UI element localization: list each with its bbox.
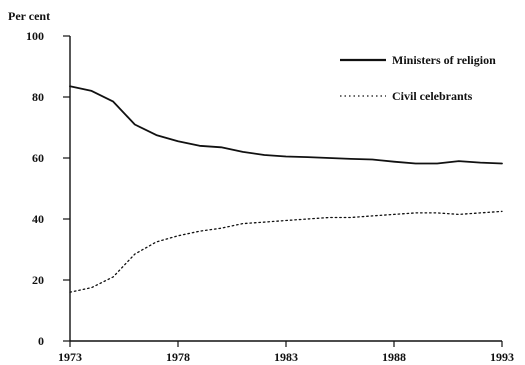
y-tick-label: 40: [32, 212, 44, 226]
legend: Ministers of religion Civil celebrants: [340, 53, 496, 103]
y-axis-label: Per cent: [8, 9, 50, 23]
y-tick-label: 0: [38, 334, 44, 348]
series-line-civil-celebrants: [69, 210, 503, 293]
y-tick-label: 20: [32, 273, 44, 287]
x-tick-label: 1973: [58, 350, 82, 364]
y-tick-label: 60: [32, 151, 44, 165]
x-axis-ticks: 1973 1978 1983 1988 1993: [58, 341, 514, 364]
x-tick-label: 1978: [166, 350, 190, 364]
x-tick-label: 1988: [382, 350, 406, 364]
y-tick-label: 80: [32, 90, 44, 104]
series-lines: [69, 85, 503, 293]
x-tick-label: 1983: [274, 350, 298, 364]
series-line-ministers-of-religion: [69, 85, 503, 165]
y-axis-ticks: 0 20 40 60 80 100: [26, 29, 70, 348]
legend-label-ministers: Ministers of religion: [392, 53, 496, 67]
legend-label-civil: Civil celebrants: [392, 89, 473, 103]
x-tick-label: 1993: [490, 350, 514, 364]
y-tick-label: 100: [26, 29, 44, 43]
